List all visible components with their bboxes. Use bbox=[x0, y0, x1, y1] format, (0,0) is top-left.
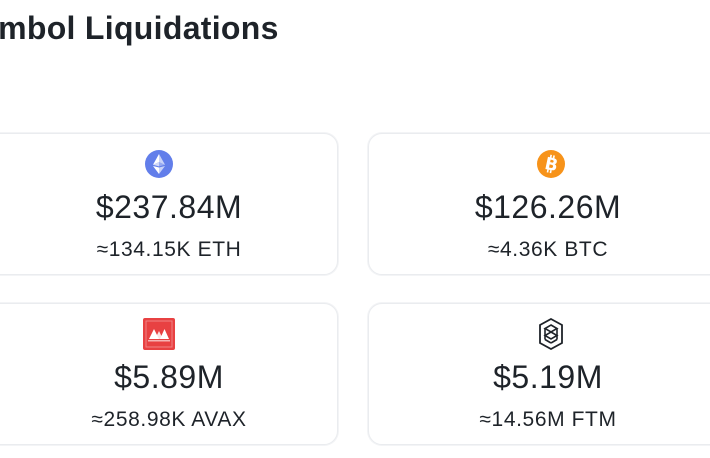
ethereum-icon bbox=[143, 148, 175, 180]
section-title: ymbol Liquidations bbox=[0, 10, 279, 46]
liquidation-coin-amount: ≈258.98K AVAX bbox=[91, 408, 247, 431]
liquidation-amount: $5.19M bbox=[493, 359, 603, 395]
liquidation-amount: $237.84M bbox=[95, 189, 243, 225]
liquidation-amount: $5.89M bbox=[114, 359, 224, 395]
liquidation-card-eth[interactable]: $237.84M ≈134.15K ETH bbox=[0, 133, 338, 275]
bitcoin-icon: B bbox=[535, 148, 567, 180]
liquidation-card-btc[interactable]: B $126.26M ≈4.36K BTC bbox=[368, 133, 710, 275]
liquidation-coin-amount: ≈134.15K ETH bbox=[96, 238, 242, 261]
liquidation-card-ftm[interactable]: $5.19M ≈14.56M FTM bbox=[368, 303, 710, 445]
liquidation-amount: $126.26M bbox=[474, 189, 622, 225]
liquidation-coin-amount: ≈14.56M FTM bbox=[479, 408, 617, 431]
fantom-icon bbox=[535, 318, 567, 350]
liquidation-coin-amount: ≈4.36K BTC bbox=[487, 238, 609, 261]
liquidation-card-avax[interactable]: $5.89M ≈258.98K AVAX bbox=[0, 303, 338, 445]
avalanche-icon bbox=[143, 318, 175, 350]
